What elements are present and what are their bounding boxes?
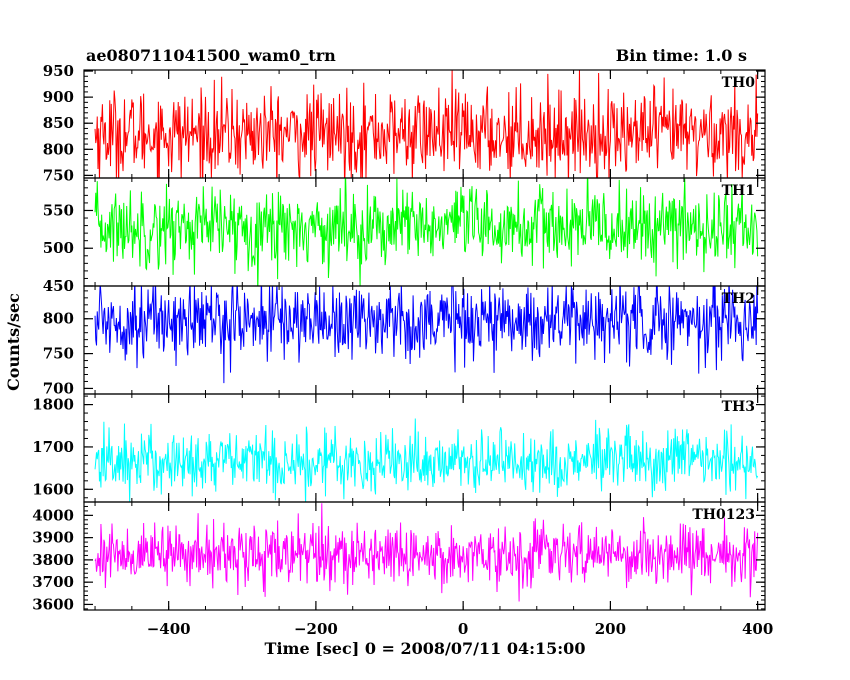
y-tick-label: 1800: [32, 396, 74, 414]
y-tick-label: 1600: [32, 480, 74, 498]
y-tick-label: 3700: [32, 573, 74, 591]
y-tick-label: 500: [43, 239, 74, 257]
y-tick-label: 950: [43, 62, 74, 80]
series-line-th3: [94, 418, 759, 502]
y-tick-label: 450: [43, 277, 74, 295]
series-line-th1: [94, 178, 759, 286]
panel-label-th0123: TH0123: [692, 507, 755, 523]
panel-label-th3: TH3: [722, 399, 755, 415]
series-line-th2: [94, 286, 759, 384]
y-tick-label: 1700: [32, 438, 74, 456]
panel-label-th2: TH2: [722, 291, 755, 307]
y-tick-label: 3800: [32, 551, 74, 569]
y-axis-label: Counts/sec: [4, 293, 23, 391]
y-tick-label: 800: [43, 140, 74, 158]
x-tick-label: −200: [294, 620, 338, 638]
bin-time-label: Bin time: 1.0 s: [616, 46, 747, 65]
y-tick-label: 700: [43, 379, 74, 397]
panel-label-th0: TH0: [722, 75, 756, 91]
y-tick-label: 3900: [32, 529, 74, 547]
panels-group: 750 800 850 900 950 TH0 450 500 550 TH1 700 750 800 T…: [32, 62, 773, 638]
x-tick-label: 400: [742, 620, 773, 638]
plot-title: ae080711041500_wam0_trn: [86, 46, 336, 65]
y-tick-label: 3600: [32, 595, 74, 613]
y-tick-label: 850: [43, 114, 74, 132]
series-line-th0123: [94, 503, 759, 602]
panel-label-th1: TH1: [722, 183, 755, 199]
y-tick-label: 900: [43, 88, 74, 106]
y-tick-label: 750: [43, 166, 74, 184]
x-tick-label: 200: [595, 620, 626, 638]
x-tick-label: 0: [458, 620, 468, 638]
y-tick-label: 550: [43, 201, 74, 219]
x-axis-label: Time [sec] 0 = 2008/07/11 04:15:00: [265, 639, 586, 658]
panel-frame-th3: [83, 393, 766, 503]
panel-frame-th0123: [83, 501, 766, 611]
series-line-th0: [94, 70, 759, 178]
y-tick-label: 800: [43, 310, 74, 328]
x-tick-label: −400: [147, 620, 191, 638]
y-tick-label: 750: [43, 345, 74, 363]
y-tick-label: 4000: [32, 506, 74, 524]
